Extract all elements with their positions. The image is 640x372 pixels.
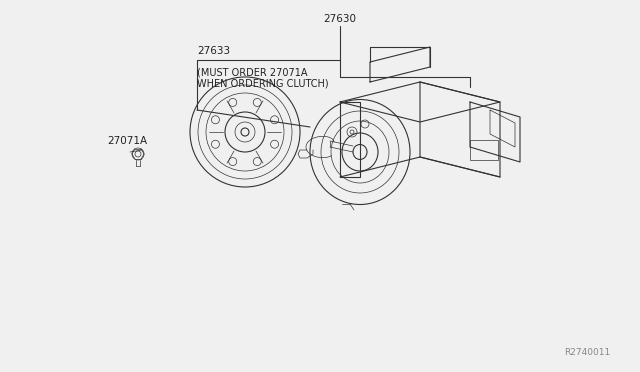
- Text: 27633: 27633: [197, 46, 230, 56]
- Text: 27071A: 27071A: [107, 136, 147, 146]
- Text: 27630: 27630: [323, 14, 356, 24]
- Text: R2740011: R2740011: [564, 348, 610, 357]
- Text: WHEN ORDERING CLUTCH): WHEN ORDERING CLUTCH): [197, 78, 328, 88]
- Text: (MUST ORDER 27071A: (MUST ORDER 27071A: [197, 67, 307, 77]
- Bar: [470, 140, 498, 160]
